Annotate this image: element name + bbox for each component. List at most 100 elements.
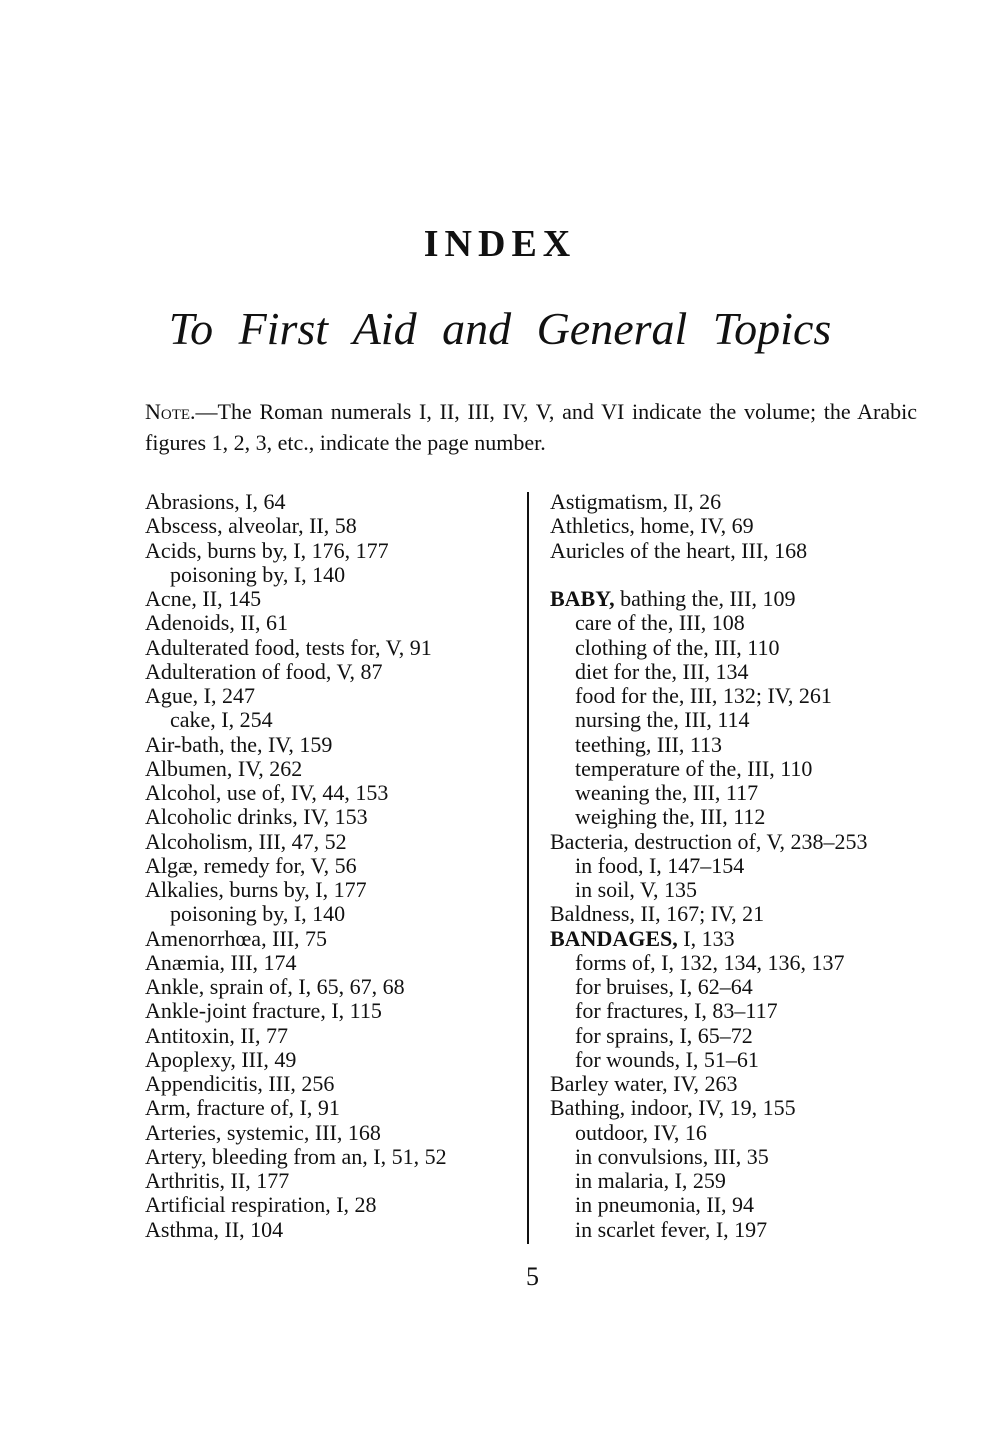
index-subentry: in food, I, 147–154 <box>550 853 970 878</box>
entry-text: Alkalies, burns by, I, 177 <box>145 877 367 902</box>
index-note: Note.—The Roman numerals I, II, III, IV,… <box>145 396 917 458</box>
index-entry: Adenoids, II, 61 <box>145 611 520 635</box>
entry-text: Alcohol, use of, IV, 44, 153 <box>145 780 389 805</box>
index-entry: Alcoholic drinks, IV, 153 <box>145 805 520 829</box>
index-subentry: outdoor, IV, 16 <box>550 1120 970 1145</box>
index-entry: Acids, burns by, I, 176, 177 <box>145 537 520 563</box>
index-entry <box>550 563 970 587</box>
index-entry: Bacteria, destruction of, V, 238–253 <box>550 828 970 854</box>
entry-text: Albumen, IV, 262 <box>145 755 303 781</box>
index-entry: Abrasions, I, 64 <box>145 489 520 514</box>
entry-text: Amenorrhœa, III, 75 <box>145 925 328 951</box>
index-entry: Albumen, IV, 262 <box>145 755 520 781</box>
index-subentry: temperature of the, III, 110 <box>550 755 970 781</box>
entry-text: Algæ, remedy for, V, 56 <box>145 852 357 878</box>
entry-text: weighing the, III, 112 <box>575 804 766 830</box>
entry-text: Arthritis, II, 177 <box>145 1168 290 1193</box>
index-subentry: for sprains, I, 65–72 <box>550 1022 970 1048</box>
entry-text: Auricles of the heart, III, 168 <box>550 537 808 563</box>
entry-text: Ague, I, 247 <box>145 683 255 708</box>
entry-text: Antitoxin, II, 77 <box>145 1022 288 1048</box>
entry-text: Anæmia, III, 174 <box>145 949 297 975</box>
index-entry: Appendicitis, III, 256 <box>145 1071 520 1096</box>
index-subentry: for wounds, I, 51–61 <box>550 1046 970 1072</box>
index-entry: Algæ, remedy for, V, 56 <box>145 852 520 878</box>
entry-text: Ankle-joint fracture, I, 115 <box>145 998 382 1024</box>
entry-text: temperature of the, III, 110 <box>575 755 813 781</box>
entry-text: in scarlet fever, I, 197 <box>575 1216 768 1242</box>
entry-text: in soil, V, 135 <box>575 877 698 902</box>
index-subentry: cake, I, 254 <box>145 708 520 732</box>
index-subentry: nursing the, III, 114 <box>550 708 970 732</box>
index-subentry: clothing of the, III, 110 <box>550 634 970 660</box>
index-subentry: for bruises, I, 62–64 <box>550 974 970 999</box>
entry-text: weaning the, III, 117 <box>575 780 759 805</box>
entry-text: Artificial respiration, I, 28 <box>145 1192 377 1218</box>
index-entry: Alcoholism, III, 47, 52 <box>145 828 520 854</box>
page-subtitle: To First Aid and General Topics <box>168 303 832 354</box>
entry-text: Athletics, home, IV, 69 <box>550 513 754 539</box>
entry-text: in convulsions, III, 35 <box>575 1143 769 1169</box>
index-subentry: in pneumonia, II, 94 <box>550 1193 970 1217</box>
index-entry: Artery, bleeding from an, I, 51, 52 <box>145 1144 520 1169</box>
entry-text: Alcoholic drinks, IV, 153 <box>145 804 368 830</box>
entry-text: Abrasions, I, 64 <box>145 489 286 514</box>
entry-text: bathing the, III, 109 <box>614 586 796 611</box>
entry-text: for fractures, I, 83–117 <box>575 998 778 1024</box>
entry-text: for bruises, I, 62–64 <box>575 974 753 999</box>
entry-heading: BANDAGES, <box>550 925 678 951</box>
entry-text: for wounds, I, 51–61 <box>575 1046 759 1072</box>
note-label: Note. <box>145 399 196 424</box>
page-title: INDEX <box>423 223 577 265</box>
entry-text: Adulterated food, tests for, V, 91 <box>145 634 432 660</box>
entry-text: forms of, I, 132, 134, 136, 137 <box>575 949 845 975</box>
note-text: —The Roman numerals I, II, III, IV, V, a… <box>145 399 917 455</box>
entry-text: poisoning by, I, 140 <box>170 901 346 927</box>
index-entry: Ankle, sprain of, I, 65, 67, 68 <box>145 974 520 999</box>
index-entry: BANDAGES, I, 133 <box>550 925 970 951</box>
entry-text: Bacteria, destruction of, V, 238–253 <box>550 828 868 854</box>
index-entry: Arteries, systemic, III, 168 <box>145 1119 520 1145</box>
index-entry: Alcohol, use of, IV, 44, 153 <box>145 780 520 805</box>
entry-text: Ankle, sprain of, I, 65, 67, 68 <box>145 974 405 999</box>
index-entry: Anæmia, III, 174 <box>145 949 520 975</box>
entry-text: Asthma, II, 104 <box>145 1216 284 1242</box>
entry-text: Baldness, II, 167; IV, 21 <box>550 901 765 927</box>
entry-text: clothing of the, III, 110 <box>575 634 780 660</box>
index-subentry: in soil, V, 135 <box>550 877 970 902</box>
index-entry: Antitoxin, II, 77 <box>145 1022 520 1048</box>
index-entry: Apoplexy, III, 49 <box>145 1047 520 1072</box>
index-subentry: forms of, I, 132, 134, 136, 137 <box>550 949 970 975</box>
index-subentry: in malaria, I, 259 <box>550 1168 970 1193</box>
entry-text: Barley water, IV, 263 <box>550 1071 738 1096</box>
page-number: 5 <box>526 1262 539 1291</box>
entry-text: cake, I, 254 <box>170 707 273 733</box>
index-column-right: Astigmatism, II, 26 Athletics, home, IV, … <box>550 489 970 1242</box>
entry-text: for sprains, I, 65–72 <box>575 1022 753 1048</box>
index-entry: Adulteration of food, V, 87 <box>145 659 520 684</box>
entry-text: Acne, II, 145 <box>145 586 262 611</box>
entry-text: Appendicitis, III, 256 <box>145 1071 335 1096</box>
entry-text: Alcoholism, III, 47, 52 <box>145 828 347 854</box>
index-subentry: for fractures, I, 83–117 <box>550 999 970 1023</box>
entry-text: Acids, burns by, I, 176, 177 <box>145 537 389 563</box>
entry-text: Astigmatism, II, 26 <box>550 489 722 514</box>
entry-text: Arteries, systemic, III, 168 <box>145 1119 381 1145</box>
index-entry: Artificial respiration, I, 28 <box>145 1193 520 1217</box>
index-entry: Arm, fracture of, I, 91 <box>145 1096 520 1120</box>
index-subentry: food for the, III, 132; IV, 261 <box>550 683 970 708</box>
index-entry: Astigmatism, II, 26 <box>550 489 970 514</box>
entry-text: in malaria, I, 259 <box>575 1168 726 1193</box>
entry-text: I, 133 <box>677 925 735 951</box>
entry-text: Bathing, indoor, IV, 19, 155 <box>550 1095 796 1121</box>
index-entry: Amenorrhœa, III, 75 <box>145 925 520 951</box>
index-subentry: poisoning by, I, 140 <box>145 902 520 926</box>
index-entry: Abscess, alveolar, II, 58 <box>145 514 520 538</box>
index-subentry: in convulsions, III, 35 <box>550 1143 970 1169</box>
index-subentry: care of the, III, 108 <box>550 611 970 635</box>
entry-text: Air-bath, the, IV, 159 <box>145 731 333 757</box>
index-subentry: in scarlet fever, I, 197 <box>550 1216 970 1242</box>
index-entry: Ankle-joint fracture, I, 115 <box>145 999 520 1023</box>
index-entry: Arthritis, II, 177 <box>145 1168 520 1193</box>
index-entry: Asthma, II, 104 <box>145 1216 520 1242</box>
